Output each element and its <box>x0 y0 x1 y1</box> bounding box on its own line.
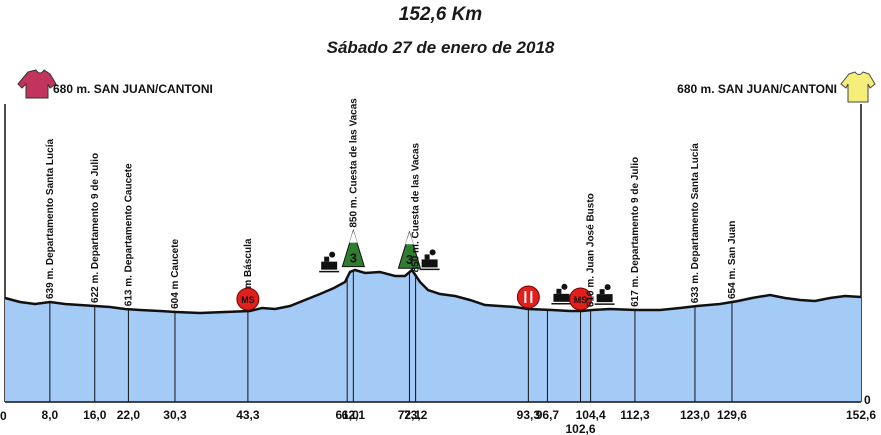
waypoint-label: 610 m Báscula <box>243 238 254 308</box>
waypoint-km: 93,3 <box>517 408 541 422</box>
finish-city-label: 680 m. SAN JUAN/CANTONI <box>677 82 837 96</box>
marker-text: MS <box>574 295 588 305</box>
train-smoke <box>604 284 611 291</box>
waypoint-km: 104,4 <box>576 408 606 422</box>
waypoint-km: 62,1 <box>342 408 366 422</box>
waypoint-label: 654 m. San Juan <box>727 221 738 299</box>
waypoint-km: 102,6 <box>566 422 596 435</box>
waypoint-km: 112,3 <box>620 408 650 422</box>
waypoint-km: 129,6 <box>717 408 747 422</box>
waypoint-label: 850 m. Cuesta de las Vacas <box>348 98 359 228</box>
waypoint-km: 61,0 <box>335 408 359 422</box>
train-body <box>421 259 438 268</box>
waypoint-label: 610 m. Juan José Busto <box>586 193 597 307</box>
train-icon <box>551 283 572 305</box>
stage-distance: 152,6 Km <box>398 4 483 25</box>
train-icon <box>594 284 615 305</box>
sprint-icon: MS <box>569 287 593 311</box>
mountain-snowcap <box>349 230 358 243</box>
start-jersey-icon <box>17 69 57 99</box>
mountain-icon: 3 <box>397 230 422 269</box>
waypoint-km: 16,0 <box>83 408 107 422</box>
train-body <box>596 294 613 303</box>
train-smoke <box>329 251 336 258</box>
waypoint-km: 72,1 <box>398 408 422 422</box>
train-icon <box>319 251 340 273</box>
finish-jersey-icon <box>840 71 876 103</box>
mountain-shape <box>341 228 366 268</box>
start-city-label: 680 m. SAN JUAN/CANTONI <box>53 82 213 96</box>
waypoint-label: 633 m. Departamento Santa Lucía <box>690 143 701 303</box>
waypoint-km: 96,7 <box>536 408 560 422</box>
mountain-category: 3 <box>406 252 413 267</box>
stage-date: Sábado 27 de enero de 2018 <box>326 38 555 57</box>
waypoint-km: 8,0 <box>42 408 59 422</box>
train-icon <box>419 249 440 271</box>
sprint-icon: MS <box>236 287 260 311</box>
train-smoke <box>561 283 568 290</box>
elevation-line <box>4 268 862 315</box>
mountain-icon: 3 <box>341 228 366 268</box>
train-body <box>321 261 338 270</box>
train-cab <box>599 289 605 295</box>
marker-text: MS <box>241 295 255 305</box>
waypoint-label: 613 m. Departamento Caucete <box>123 163 134 306</box>
axis-zero-right: 0 <box>864 393 871 407</box>
waypoint-km: 152,6 <box>846 408 876 422</box>
elevation-profile <box>5 270 861 402</box>
waypoint-km: 73,2 <box>404 408 428 422</box>
waypoint-label: 850 m. Cuesta de las Vacas <box>411 142 422 272</box>
waypoint-label: 604 m Caucete <box>170 238 181 308</box>
train-cab <box>556 288 562 294</box>
train-body <box>553 293 570 302</box>
marker-circle <box>569 287 593 311</box>
train-cab <box>424 254 430 260</box>
train-smoke <box>429 249 436 256</box>
waypoint-km: 43,3 <box>236 408 260 422</box>
waypoint-km: 30,3 <box>163 408 187 422</box>
waypoint-km: 123,0 <box>680 408 710 422</box>
train-cab <box>324 256 330 262</box>
waypoint-label: 622 m. Departamento 9 de Julio <box>90 153 101 303</box>
waypoint-km: 22,0 <box>117 408 141 422</box>
waypoint-label: 639 m. Departamento Santa Lucía <box>45 139 56 299</box>
feed-zone-icon <box>516 285 540 309</box>
mountain-shape <box>397 230 422 269</box>
marker-circle <box>236 287 260 311</box>
mountain-category: 3 <box>350 251 357 266</box>
mountain-snowcap <box>405 232 414 245</box>
waypoint-label: 617 m. Departamento 9 de Julio <box>630 157 641 307</box>
axis-zero-left: 0 <box>0 409 7 423</box>
marker-circle <box>516 285 540 309</box>
